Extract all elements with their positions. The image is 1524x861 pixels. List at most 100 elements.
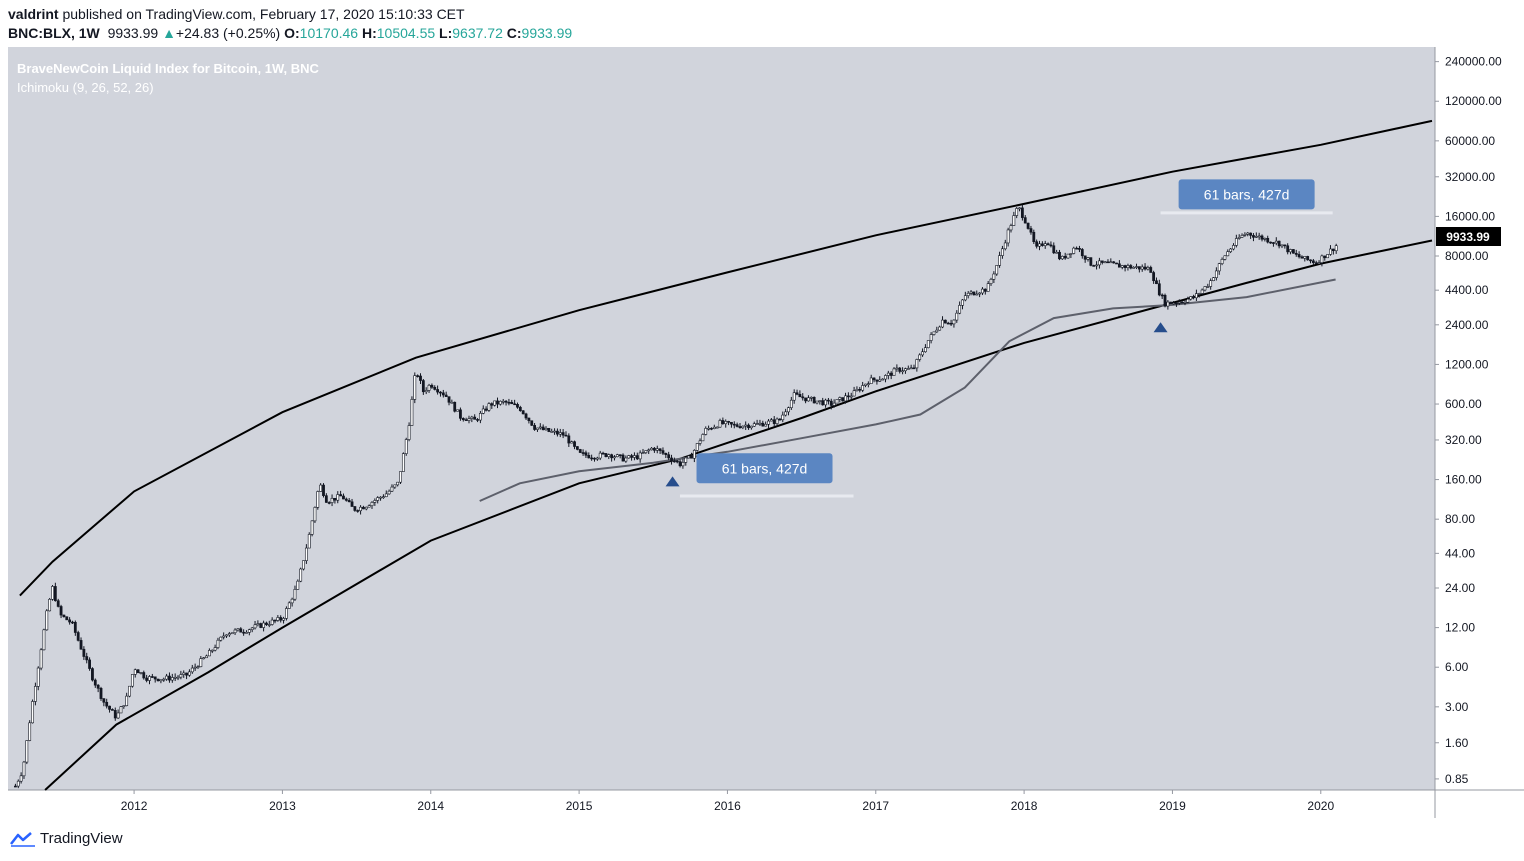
candle-body (1277, 240, 1281, 247)
candle-body (22, 761, 26, 777)
candle-body (1157, 283, 1161, 296)
candle-body (339, 494, 343, 497)
y-axis[interactable]: 240000.00 120000.00 60000.00 32000.00 16000.… (1435, 55, 1502, 786)
candle-body (453, 401, 457, 412)
candle-body (25, 740, 29, 763)
candle-body (287, 602, 291, 609)
candle-body (655, 448, 659, 451)
up-arrow-marker-icon[interactable] (1153, 322, 1168, 333)
candle-body (635, 455, 639, 460)
y-tick-label: 8000.00 (1445, 249, 1489, 263)
candle-body (904, 368, 907, 372)
candle-body (307, 534, 311, 549)
candle-body (290, 598, 294, 604)
up-arrow-marker-icon[interactable] (665, 476, 680, 487)
candle-body (521, 410, 525, 415)
candle-body (618, 454, 622, 456)
high-label: H: (361, 25, 377, 41)
tradingview-brand[interactable]: TradingView (10, 830, 123, 847)
candle-body (1334, 245, 1338, 252)
candle-body (259, 623, 263, 628)
candle-body (145, 677, 149, 681)
candle-body (342, 495, 345, 500)
y-tick-label: 120000.00 (1445, 94, 1502, 108)
candle-body (747, 424, 750, 429)
candle-body (755, 423, 759, 425)
resistance-curve (19, 119, 1433, 597)
x-axis[interactable]: 2012 2013 2014 2015 2016 2017 2018 2019 2020 (121, 790, 1335, 813)
candle-body (698, 440, 702, 444)
author-name[interactable]: valdrint (8, 6, 59, 22)
tradingview-brand-label: TradingView (40, 830, 123, 847)
candle-body (31, 701, 34, 724)
date-range-label-bg[interactable] (696, 453, 833, 484)
last-price-tag-label: 9933.99 (1446, 230, 1490, 244)
candle-body (818, 400, 822, 402)
candle-body (1243, 234, 1247, 236)
candle-body (789, 399, 793, 408)
y-tick-label: 80.00 (1445, 512, 1475, 526)
candle-body (938, 326, 942, 331)
candle-body (678, 461, 682, 467)
candle-body (1320, 255, 1324, 263)
candle-body (470, 416, 474, 419)
candle-body (658, 448, 662, 451)
low-label: L: (439, 25, 453, 41)
date-range-label-bg[interactable] (1178, 179, 1315, 210)
candle-body (1020, 207, 1024, 218)
candle-body (787, 407, 790, 413)
candle-body (644, 450, 648, 453)
candle-body (71, 621, 74, 624)
candle-body (333, 497, 337, 501)
candle-body (966, 292, 970, 296)
candle-body (330, 497, 334, 503)
candle-body (265, 622, 268, 625)
candle-body (550, 431, 554, 433)
candle-body (866, 383, 870, 385)
candle-body (690, 455, 693, 459)
candle-body (943, 319, 947, 324)
candle-body (364, 506, 368, 510)
candle-body (961, 299, 964, 306)
candle-body (1012, 215, 1016, 226)
candle-body (1003, 242, 1007, 250)
candle-body (801, 396, 805, 399)
candle-body (473, 416, 477, 420)
candle-body (516, 404, 519, 408)
tradingview-logo-icon (10, 831, 35, 847)
close-label: C: (506, 25, 522, 41)
candle-body (781, 414, 785, 421)
candle-body (396, 481, 400, 486)
candle-body (1197, 293, 1201, 295)
candle-body (1058, 251, 1061, 260)
open-label: O: (284, 25, 300, 41)
candle-body (401, 453, 405, 472)
candle-body (1323, 255, 1327, 259)
candle-body (1023, 217, 1027, 224)
candle-body (45, 610, 49, 631)
candle-body (256, 623, 260, 626)
candle-body (1066, 253, 1070, 259)
x-tick-label: 2017 (862, 799, 889, 813)
candle-body (761, 422, 765, 427)
candle-body (1001, 248, 1004, 256)
candle-body (250, 627, 254, 630)
y-tick-label: 60000.00 (1445, 134, 1495, 148)
candle-body (202, 657, 206, 660)
plot-area[interactable] (8, 47, 1435, 790)
candle-body (861, 385, 865, 391)
candle-body (111, 709, 114, 711)
candle-body (1223, 255, 1227, 260)
x-tick-label: 2012 (121, 799, 148, 813)
candle-body (476, 419, 479, 421)
candle-body (1086, 257, 1090, 260)
candle-body (1212, 277, 1215, 281)
candle-body (972, 291, 976, 296)
candle-body (56, 600, 60, 607)
candle-body (1200, 289, 1204, 294)
candle-body (370, 502, 374, 507)
candle-body (390, 486, 394, 492)
candle-body (1049, 244, 1053, 247)
candle-body (715, 426, 719, 429)
